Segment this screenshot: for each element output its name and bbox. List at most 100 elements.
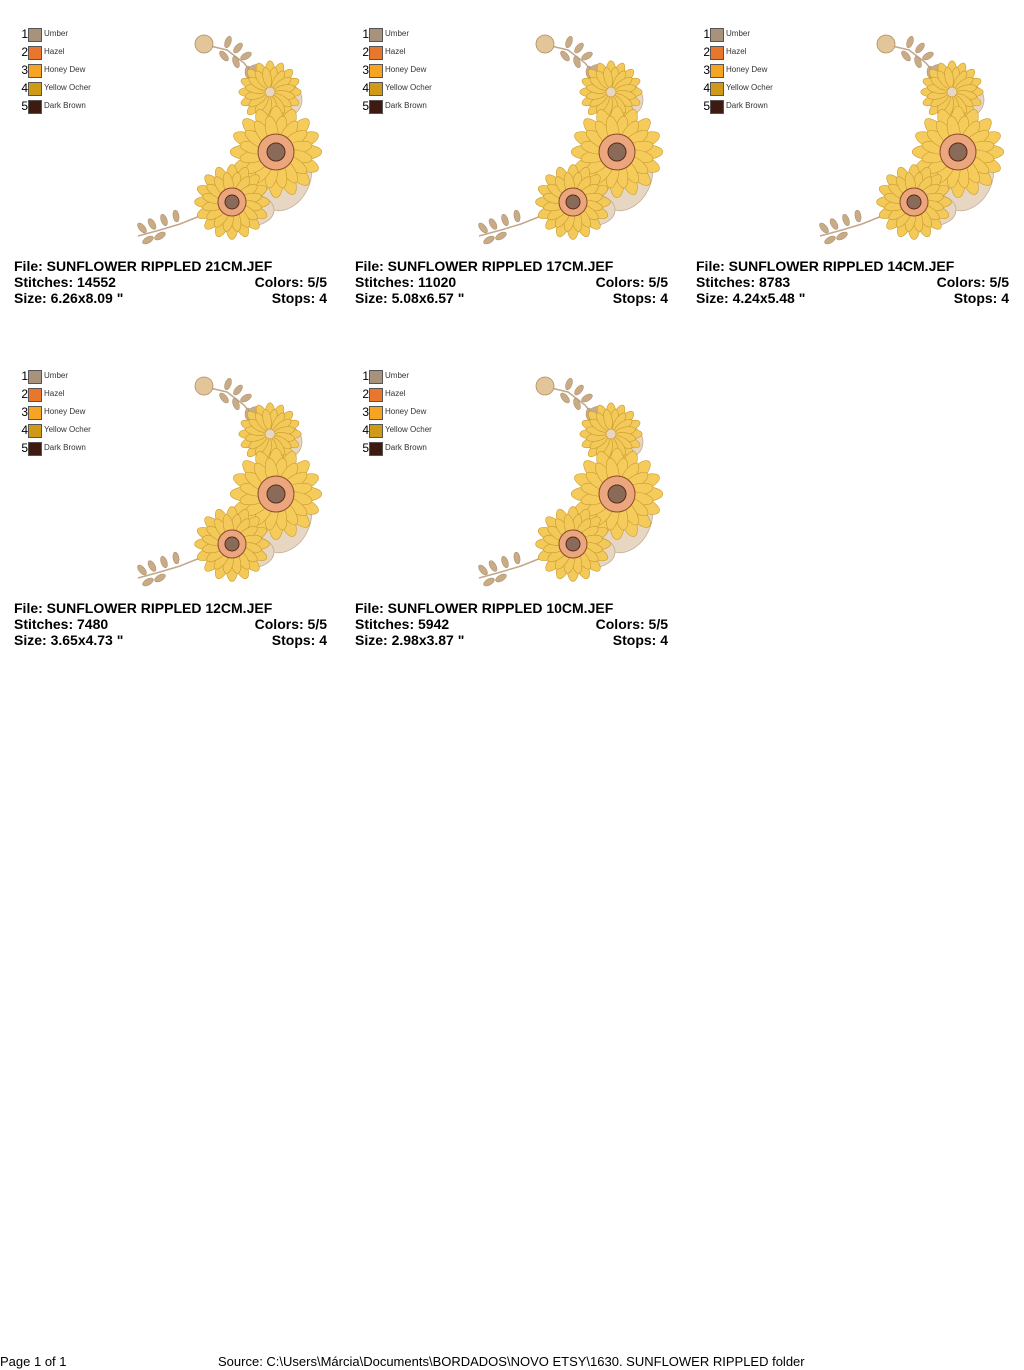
color-number: 2 <box>362 45 369 59</box>
flower-core <box>607 142 627 162</box>
flower-core <box>906 194 922 210</box>
stitch-count: Stitches: 5942 <box>355 616 450 632</box>
color-number: 4 <box>21 81 28 95</box>
leaf <box>573 398 581 410</box>
leaf <box>488 218 498 230</box>
leaf <box>581 393 593 403</box>
color-number: 3 <box>21 63 28 77</box>
color-name: Umber <box>44 371 69 380</box>
color-name: Yellow Ocher <box>44 425 91 434</box>
leaf <box>224 36 232 48</box>
petal <box>603 409 613 430</box>
color-swatch <box>28 64 42 78</box>
color-name: Dark Brown <box>44 101 86 110</box>
leaf <box>573 56 581 68</box>
bud <box>876 34 896 54</box>
color-swatch <box>369 388 383 402</box>
color-count: Colors: 5/5 <box>254 274 327 290</box>
petal <box>262 67 272 88</box>
color-name: Yellow Ocher <box>385 83 432 92</box>
petal <box>603 67 613 88</box>
color-count: Colors: 5/5 <box>595 274 668 290</box>
design-card: 1 Umber 2 Hazel 3 Honey Dew 4 Yellow Ocher 5 Dark… <box>14 27 334 318</box>
color-name: Yellow Ocher <box>385 425 432 434</box>
color-name: Umber <box>726 29 751 38</box>
color-name: Yellow Ocher <box>726 83 773 92</box>
leaf <box>574 42 584 54</box>
petal <box>262 409 272 430</box>
color-name: Dark Brown <box>726 101 768 110</box>
color-swatch <box>28 100 42 114</box>
color-swatch <box>369 46 383 60</box>
flower-core <box>224 536 240 552</box>
leaf <box>147 560 157 572</box>
color-number: 2 <box>21 387 28 401</box>
color-name: Honey Dew <box>726 65 768 74</box>
color-count: Colors: 5/5 <box>254 616 327 632</box>
color-number: 1 <box>703 27 710 41</box>
color-swatch <box>28 424 42 438</box>
design-preview <box>137 376 322 587</box>
leaf <box>915 42 925 54</box>
color-name: Honey Dew <box>385 65 427 74</box>
stop-count: Stops: 4 <box>953 290 1009 306</box>
color-name: Honey Dew <box>44 65 86 74</box>
leaf <box>560 392 570 404</box>
color-name: Dark Brown <box>385 443 427 452</box>
color-number: 3 <box>703 63 710 77</box>
leaf <box>495 573 507 583</box>
petal <box>944 67 954 88</box>
stem <box>137 557 201 579</box>
leaf <box>233 384 243 396</box>
color-number: 2 <box>362 387 369 401</box>
leaf <box>824 235 836 245</box>
design-size: Size: 4.24x5.48 " <box>696 290 806 306</box>
leaf <box>142 577 154 587</box>
leaf <box>501 214 509 226</box>
flower-core <box>607 484 627 504</box>
color-swatch <box>28 46 42 60</box>
color-swatch <box>28 388 42 402</box>
design-preview <box>819 34 1004 245</box>
leaf <box>829 218 839 230</box>
color-count: Colors: 5/5 <box>936 274 1009 290</box>
color-name: Honey Dew <box>44 407 86 416</box>
color-name: Hazel <box>385 389 406 398</box>
color-swatch <box>28 370 42 384</box>
color-number: 5 <box>21 99 28 113</box>
leaf <box>483 235 495 245</box>
leaf <box>513 209 521 223</box>
design-size: Size: 3.65x4.73 " <box>14 632 124 648</box>
design-card: 1 Umber 2 Hazel 3 Honey Dew 4 Yellow Ocher 5 Dark… <box>355 27 675 318</box>
page-number: Page 1 of 1 <box>0 1354 67 1369</box>
file-name: File: SUNFLOWER RIPPLED 17CM.JEF <box>355 258 614 274</box>
color-number: 5 <box>703 99 710 113</box>
leaf <box>172 209 180 223</box>
color-name: Dark Brown <box>44 443 86 452</box>
leaf <box>901 50 911 62</box>
stem <box>478 215 542 237</box>
color-name: Yellow Ocher <box>44 83 91 92</box>
color-swatch <box>710 28 724 42</box>
file-name: File: SUNFLOWER RIPPLED 10CM.JEF <box>355 600 614 616</box>
color-number: 5 <box>362 99 369 113</box>
color-swatch <box>369 100 383 114</box>
color-number: 5 <box>362 441 369 455</box>
color-swatch <box>369 442 383 456</box>
color-number: 2 <box>21 45 28 59</box>
leaf <box>154 231 166 241</box>
color-name: Umber <box>44 29 69 38</box>
color-swatch <box>369 406 383 420</box>
bud <box>535 376 555 396</box>
leaf <box>842 214 850 226</box>
leaf <box>142 235 154 245</box>
color-number: 1 <box>362 27 369 41</box>
color-number: 4 <box>703 81 710 95</box>
color-swatch <box>369 28 383 42</box>
color-swatch <box>710 46 724 60</box>
design-card: 1 Umber 2 Hazel 3 Honey Dew 4 Yellow Ocher 5 Dark… <box>14 369 334 660</box>
design-size: Size: 6.26x8.09 " <box>14 290 124 306</box>
file-name: File: SUNFLOWER RIPPLED 12CM.JEF <box>14 600 273 616</box>
color-number: 1 <box>21 369 28 383</box>
